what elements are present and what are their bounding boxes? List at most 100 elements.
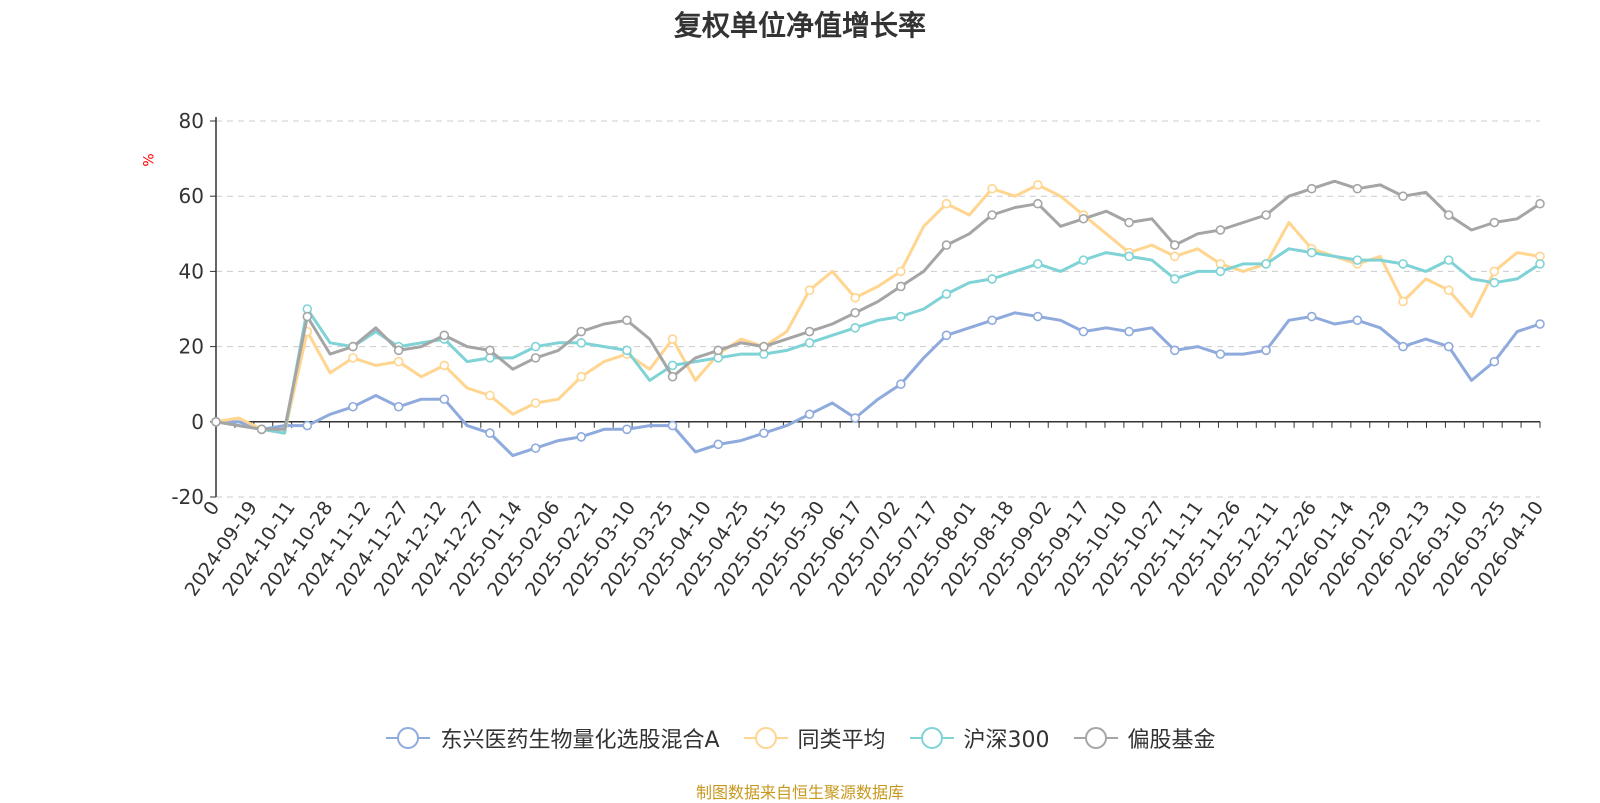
series-point bbox=[1169, 345, 1180, 356]
series-point bbox=[1169, 251, 1180, 262]
series-point bbox=[439, 394, 450, 405]
legend-label: 东兴医药生物量化选股混合A bbox=[440, 728, 720, 753]
series-point bbox=[850, 307, 860, 318]
series-point bbox=[1306, 311, 1317, 322]
series-point bbox=[896, 266, 906, 277]
legend-item[interactable]: 同类平均 bbox=[742, 722, 886, 754]
series-point bbox=[439, 360, 450, 371]
series-point bbox=[256, 424, 267, 435]
series-point bbox=[804, 285, 815, 296]
series-point bbox=[576, 371, 587, 382]
series-point bbox=[530, 443, 541, 453]
series-point bbox=[1124, 217, 1134, 228]
legend-marker-icon bbox=[909, 727, 954, 749]
series-point bbox=[987, 183, 997, 194]
series-point bbox=[941, 330, 952, 341]
series-point bbox=[1032, 198, 1043, 209]
series-point bbox=[1261, 210, 1271, 220]
series-point bbox=[941, 289, 952, 299]
series-point bbox=[1352, 183, 1363, 194]
x-axis: 02024-09-192024-10-112024-10-282024-11-1… bbox=[181, 421, 1548, 600]
grid-lines bbox=[216, 120, 1540, 498]
series-point bbox=[1535, 259, 1545, 269]
series-point bbox=[667, 420, 678, 431]
series-point bbox=[1489, 356, 1500, 367]
series-point bbox=[485, 345, 495, 356]
series-point bbox=[393, 356, 404, 367]
series-point bbox=[348, 401, 358, 412]
series-point bbox=[1398, 259, 1408, 269]
series-point bbox=[1443, 285, 1454, 296]
series-point bbox=[1535, 198, 1545, 209]
legend-item[interactable]: 沪深300 bbox=[908, 722, 1050, 754]
series-point bbox=[1261, 259, 1271, 269]
y-axis: -20 0 20 40 60 80 bbox=[171, 109, 217, 509]
series-point bbox=[1032, 311, 1043, 322]
series-point bbox=[804, 326, 815, 337]
legend-marker-icon bbox=[743, 727, 788, 749]
series-point bbox=[1398, 296, 1408, 307]
series-point bbox=[439, 330, 450, 341]
series-point bbox=[896, 379, 906, 390]
x-tick-label: 0 bbox=[199, 497, 224, 520]
data-source-note: 制图数据来自恒生聚源数据库 bbox=[695, 783, 904, 802]
series-point bbox=[1398, 341, 1408, 352]
series-point bbox=[1398, 191, 1408, 201]
series-point bbox=[667, 371, 678, 382]
series-point bbox=[1215, 225, 1226, 235]
series-point bbox=[1535, 319, 1545, 329]
series-point bbox=[941, 198, 952, 209]
series-point bbox=[393, 401, 404, 412]
series-point bbox=[1078, 213, 1089, 224]
y-tick-label: 40 bbox=[179, 259, 204, 283]
series-point bbox=[1489, 266, 1500, 277]
series-point bbox=[302, 311, 313, 322]
legend-marker-icon bbox=[386, 727, 431, 749]
legend-label: 同类平均 bbox=[797, 728, 886, 753]
series-point bbox=[987, 274, 997, 284]
series-point bbox=[1306, 247, 1317, 258]
y-tick-label: 20 bbox=[179, 335, 204, 359]
legend-item[interactable]: 偏股基金 bbox=[1072, 722, 1216, 754]
series-point bbox=[576, 326, 587, 337]
series-point bbox=[1215, 266, 1226, 277]
series-point bbox=[1443, 255, 1454, 265]
series-point bbox=[1169, 274, 1180, 284]
series-point bbox=[576, 432, 587, 442]
series-point bbox=[1032, 180, 1043, 190]
series-point bbox=[1306, 183, 1317, 194]
series-point bbox=[393, 345, 404, 356]
series-point bbox=[667, 360, 678, 371]
series-point bbox=[622, 424, 632, 435]
series-point bbox=[850, 413, 860, 423]
series-point bbox=[987, 315, 997, 326]
series-point bbox=[759, 428, 769, 438]
series-point bbox=[850, 322, 860, 333]
series-point bbox=[1352, 315, 1363, 326]
chart-title: 复权单位净值增长率 bbox=[673, 9, 926, 42]
series-point bbox=[896, 311, 906, 322]
legend-item[interactable]: 东兴医药生物量化选股混合A bbox=[384, 722, 720, 754]
series-point bbox=[1215, 349, 1226, 359]
series-point bbox=[1489, 277, 1500, 288]
series-point bbox=[622, 315, 632, 326]
series-point bbox=[804, 338, 815, 348]
series-point bbox=[530, 341, 541, 352]
series-point bbox=[1443, 341, 1454, 352]
series-point bbox=[759, 341, 769, 352]
y-tick-label: 60 bbox=[179, 184, 204, 208]
series-point bbox=[1032, 259, 1043, 269]
series-point bbox=[713, 439, 724, 450]
series-point bbox=[987, 210, 997, 220]
series-point bbox=[804, 409, 815, 420]
series-point bbox=[1489, 217, 1500, 228]
series-point bbox=[211, 416, 221, 427]
series-point bbox=[622, 345, 632, 356]
legend-label: 偏股基金 bbox=[1127, 728, 1216, 753]
series-point bbox=[1352, 255, 1363, 265]
legend-marker-icon bbox=[1073, 727, 1118, 749]
series-line bbox=[215, 183, 1541, 435]
series-point bbox=[348, 341, 358, 352]
series-point bbox=[941, 240, 952, 250]
series-point bbox=[667, 334, 678, 344]
